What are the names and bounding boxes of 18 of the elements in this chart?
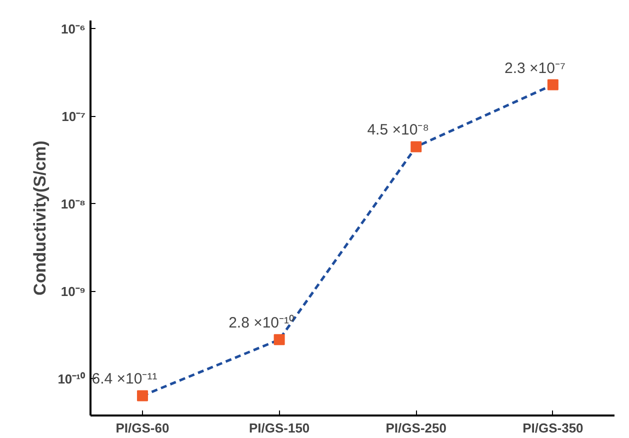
x-tick-label: PI/GS-250 <box>386 420 446 436</box>
data-label: 2.3 ×10⁻⁷ <box>504 60 566 77</box>
y-axis-title: Conductivity(S/cm) <box>30 140 50 296</box>
x-tick-label: PI/GS-350 <box>522 420 584 436</box>
x-tick-label: PI/GS-60 <box>116 420 170 436</box>
y-tick-label: 10⁻⁷ <box>62 108 86 124</box>
x-tick-label: PI/GS-150 <box>248 420 310 436</box>
y-tick-label: 10⁻¹⁰ <box>58 371 86 386</box>
y-tick-label: 10⁻⁸ <box>60 196 86 212</box>
data-label: 4.5 ×10⁻⁸ <box>367 122 430 139</box>
y-tick-label: 10⁻⁶ <box>61 21 86 36</box>
data-label: 2.8 ×10⁻¹⁰ <box>228 314 294 332</box>
point <box>547 79 558 90</box>
point <box>274 334 285 346</box>
data-label: 6.4 ×10⁻¹¹ <box>92 370 158 388</box>
y-tick-label: 10⁻⁹ <box>60 284 86 299</box>
point <box>136 390 148 402</box>
point <box>410 141 422 152</box>
